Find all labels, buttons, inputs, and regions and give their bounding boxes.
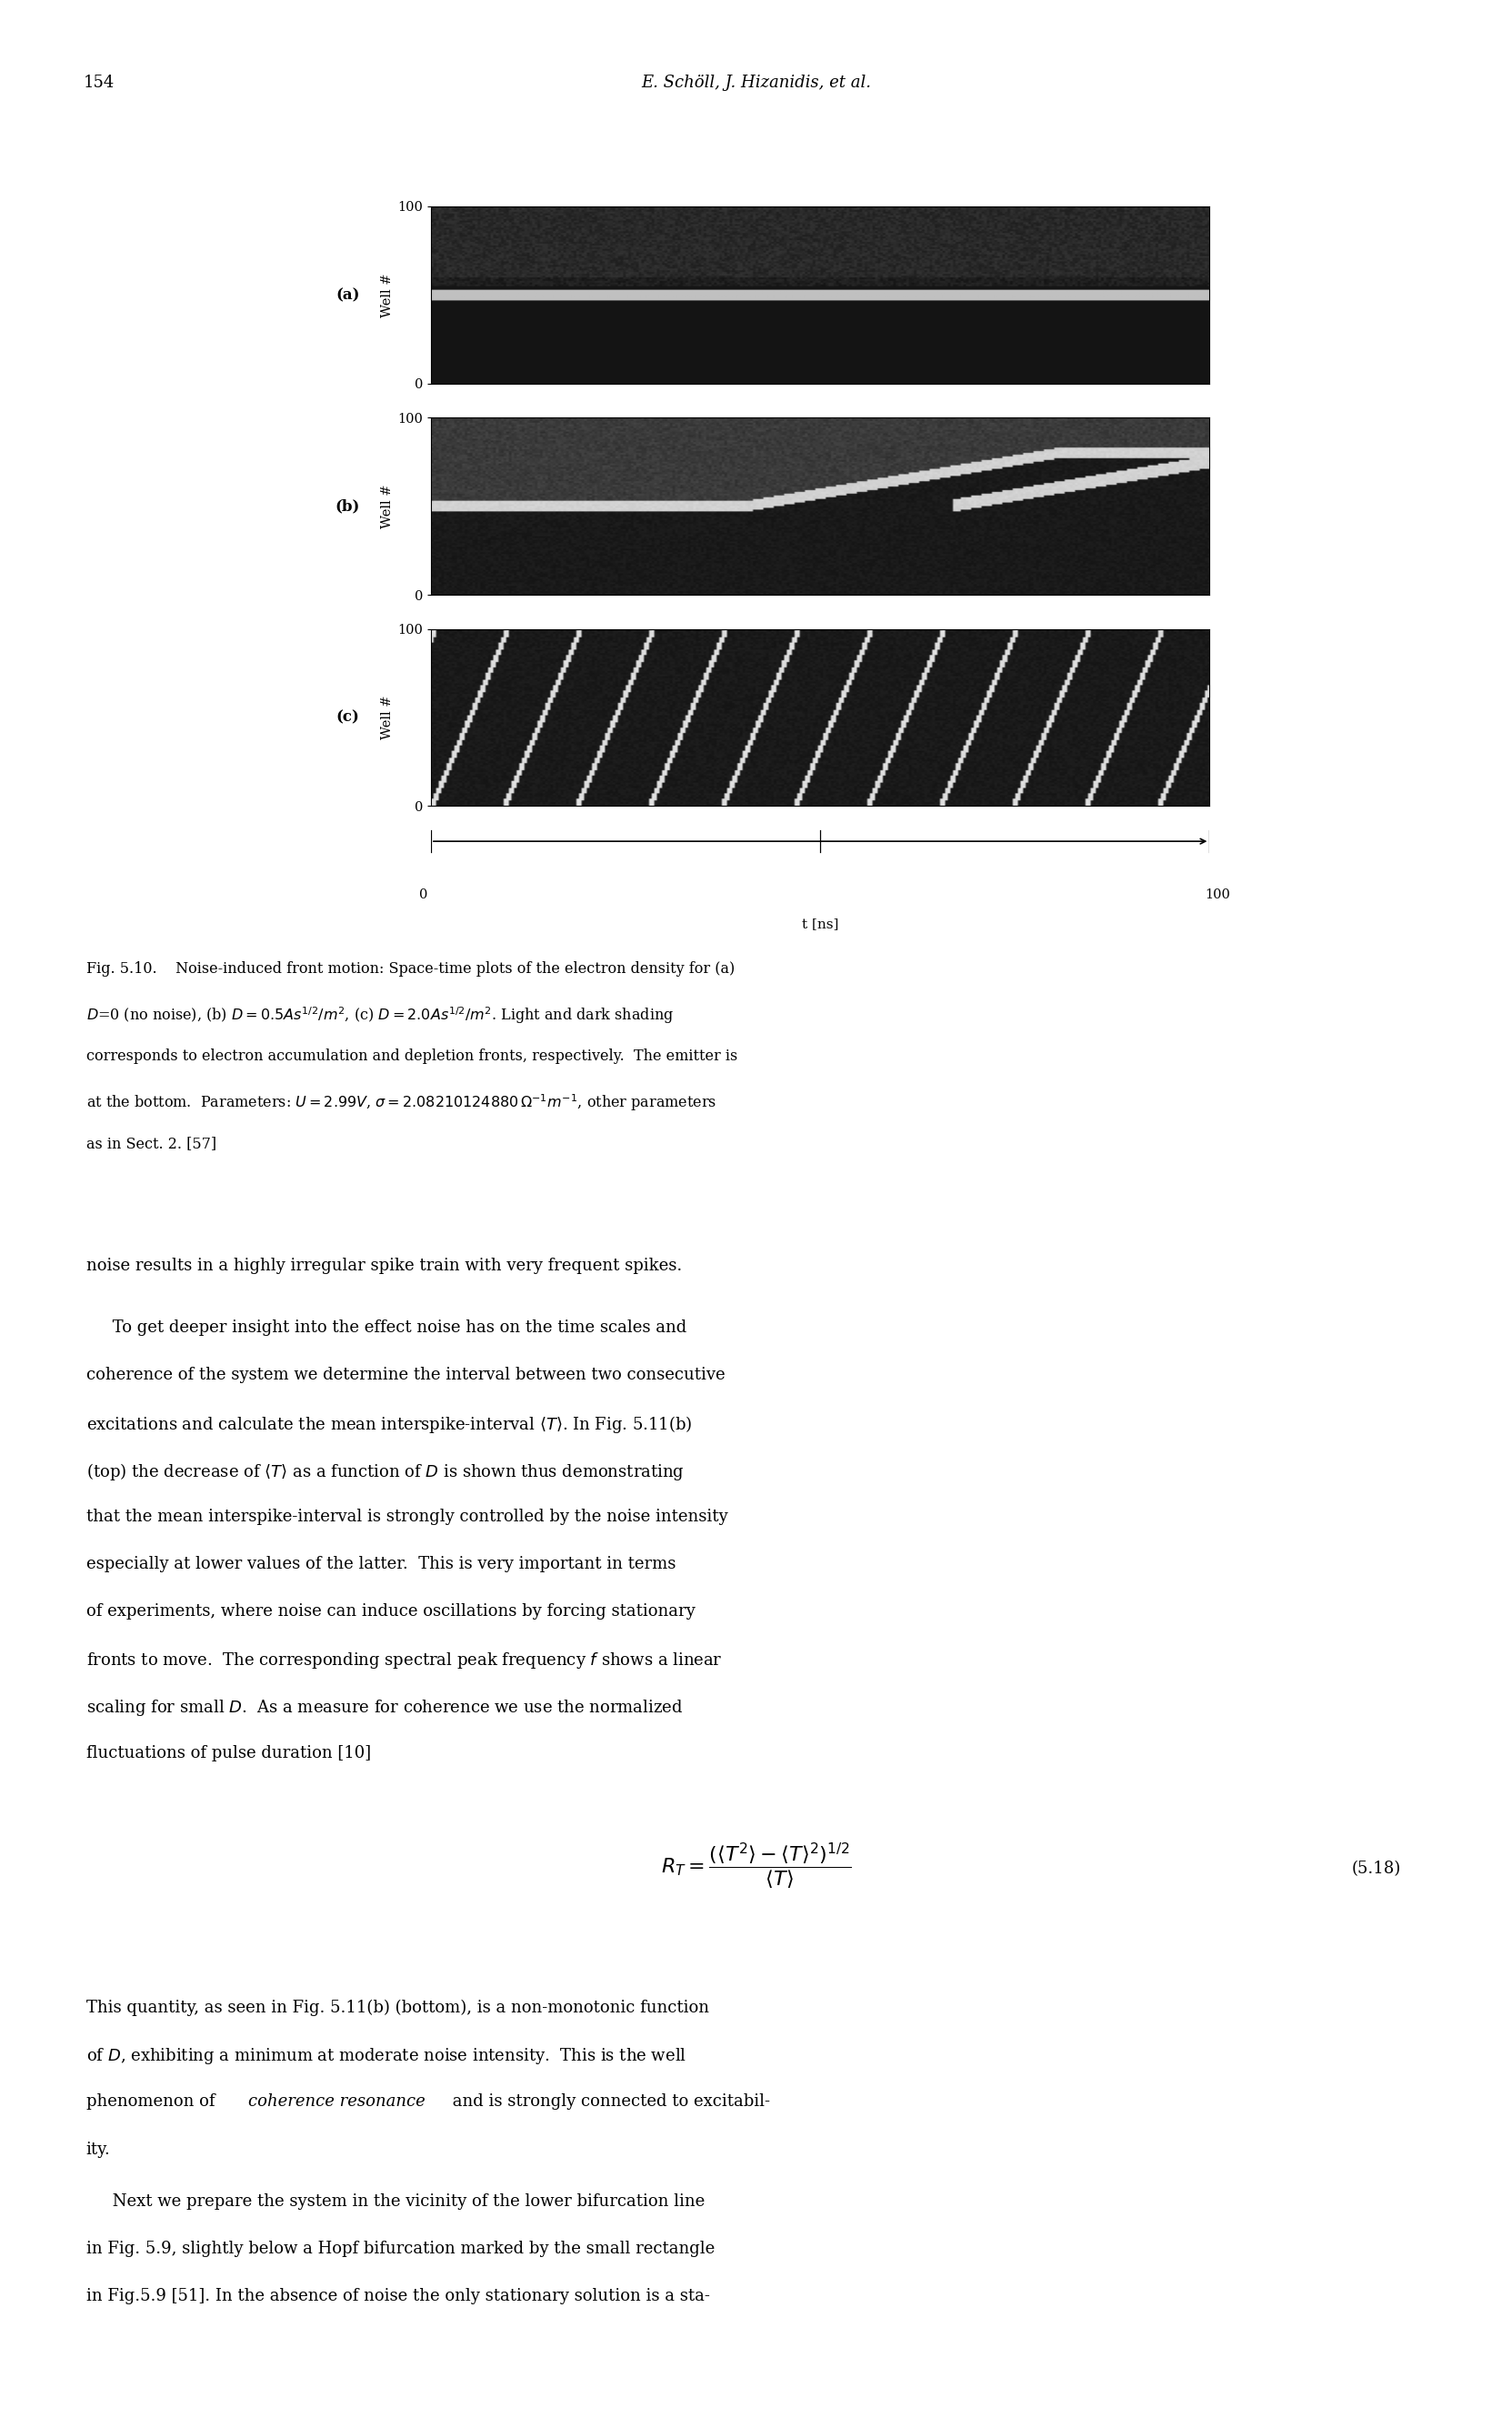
Text: in Fig. 5.9, slightly below a Hopf bifurcation marked by the small rectangle: in Fig. 5.9, slightly below a Hopf bifur… [86, 2241, 715, 2258]
Text: ity.: ity. [86, 2141, 110, 2158]
Text: To get deeper insight into the effect noise has on the time scales and: To get deeper insight into the effect no… [86, 1318, 686, 1335]
Text: of $D$, exhibiting a minimum at moderate noise intensity.  This is the well: of $D$, exhibiting a minimum at moderate… [86, 2047, 686, 2066]
Text: in Fig.5.9 [51]. In the absence of noise the only stationary solution is a sta-: in Fig.5.9 [51]. In the absence of noise… [86, 2287, 709, 2304]
Text: t [ns]: t [ns] [801, 918, 839, 930]
Text: noise results in a highly irregular spike train with very frequent spikes.: noise results in a highly irregular spik… [86, 1258, 682, 1275]
Y-axis label: Well #: Well # [381, 272, 393, 318]
Text: excitations and calculate the mean interspike-interval $\langle T\rangle$. In Fi: excitations and calculate the mean inter… [86, 1413, 692, 1435]
Text: (a): (a) [336, 287, 360, 304]
Y-axis label: Well #: Well # [381, 694, 393, 741]
Text: coherence of the system we determine the interval between two consecutive: coherence of the system we determine the… [86, 1367, 726, 1384]
Text: that the mean interspike-interval is strongly controlled by the noise intensity: that the mean interspike-interval is str… [86, 1508, 727, 1525]
Text: $R_T = \dfrac{(\langle T^2 \rangle - \langle T \rangle^2)^{1/2}}{\langle T \rang: $R_T = \dfrac{(\langle T^2 \rangle - \la… [661, 1840, 851, 1891]
Text: 0: 0 [419, 889, 428, 901]
Text: fronts to move.  The corresponding spectral peak frequency $f$ shows a linear: fronts to move. The corresponding spectr… [86, 1651, 723, 1670]
Text: scaling for small $D$.  As a measure for coherence we use the normalized: scaling for small $D$. As a measure for … [86, 1697, 683, 1719]
Text: especially at lower values of the latter.  This is very important in terms: especially at lower values of the latter… [86, 1556, 676, 1573]
Text: at the bottom.  Parameters: $U = 2.99V$, $\sigma = 2.08210124880\,\Omega^{-1}m^{: at the bottom. Parameters: $U = 2.99V$, … [86, 1093, 717, 1114]
Text: 154: 154 [83, 75, 115, 90]
Text: coherence resonance: coherence resonance [248, 2093, 425, 2110]
Text: corresponds to electron accumulation and depletion fronts, respectively.  The em: corresponds to electron accumulation and… [86, 1049, 738, 1063]
Text: E. Schöll, J. Hizanidis, et al.: E. Schöll, J. Hizanidis, et al. [641, 75, 871, 90]
Text: fluctuations of pulse duration [10]: fluctuations of pulse duration [10] [86, 1746, 370, 1763]
Text: (b): (b) [336, 498, 360, 515]
Text: $D$=0 (no noise), (b) $D = 0.5As^{1/2}/m^2$, (c) $D = 2.0As^{1/2}/m^2$. Light an: $D$=0 (no noise), (b) $D = 0.5As^{1/2}/m… [86, 1005, 674, 1027]
Text: as in Sect. 2. [57]: as in Sect. 2. [57] [86, 1136, 216, 1151]
Text: of experiments, where noise can induce oscillations by forcing stationary: of experiments, where noise can induce o… [86, 1602, 696, 1619]
Text: Fig. 5.10.    Noise-induced front motion: Space-time plots of the electron densi: Fig. 5.10. Noise-induced front motion: S… [86, 961, 735, 976]
Text: and is strongly connected to excitabil-: and is strongly connected to excitabil- [448, 2093, 770, 2110]
Y-axis label: Well #: Well # [381, 483, 393, 529]
Text: This quantity, as seen in Fig. 5.11(b) (bottom), is a non-monotonic function: This quantity, as seen in Fig. 5.11(b) (… [86, 1998, 709, 2015]
Text: (5.18): (5.18) [1352, 1860, 1400, 1877]
Text: phenomenon of: phenomenon of [86, 2093, 221, 2110]
Text: Next we prepare the system in the vicinity of the lower bifurcation line: Next we prepare the system in the vicini… [86, 2192, 705, 2209]
Text: 100: 100 [1205, 889, 1229, 901]
Text: (c): (c) [336, 709, 360, 726]
Text: (top) the decrease of $\langle T\rangle$ as a function of $D$ is shown thus demo: (top) the decrease of $\langle T\rangle$… [86, 1462, 685, 1481]
